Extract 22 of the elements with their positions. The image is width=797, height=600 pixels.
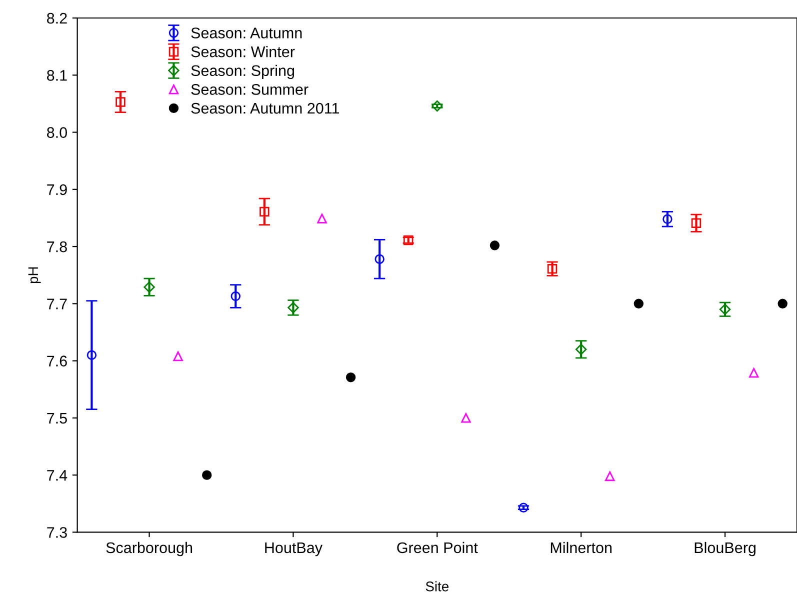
legend-label: Season: Spring (191, 64, 294, 80)
x-axis-title: Site (426, 581, 449, 592)
y-tick-label: 7.3 (47, 527, 67, 538)
y-tick-label: 7.9 (47, 184, 67, 196)
legend-label: Season: Winter (191, 46, 295, 58)
x-tick-label: Milnerton (550, 542, 612, 554)
y-axis-title: pH (28, 267, 41, 284)
legend-label: Season: Autumn (191, 28, 302, 38)
y-tick-label: 7.7 (47, 298, 67, 310)
y-tick-label: 7.8 (47, 241, 67, 252)
x-tick-label: Scarborough (106, 542, 192, 556)
y-tick-label: 7.4 (47, 470, 68, 481)
legend-label: Season: Autumn 2011 (191, 102, 340, 114)
legend-label: Season: Summer (191, 84, 308, 95)
y-tick-label: 8.0 (47, 127, 67, 138)
y-tick-label: 7.6 (47, 356, 67, 366)
y-tick-label: 7.5 (47, 412, 67, 424)
y-tick-label: 8.1 (47, 70, 67, 81)
x-tick-label: HoutBay (265, 542, 322, 556)
x-tick-label: Green Point (397, 542, 478, 554)
y-tick-label: 8.2 (47, 12, 67, 24)
x-tick-label: BlouBerg (694, 542, 756, 556)
